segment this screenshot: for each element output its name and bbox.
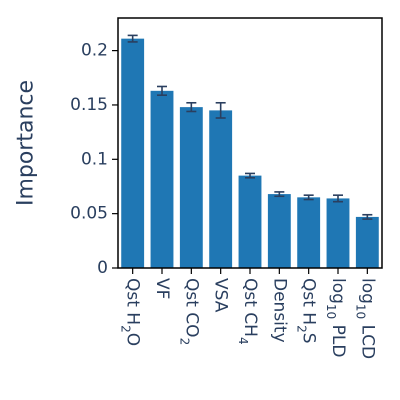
x-tick-label-text: Qst CH [240, 278, 260, 337]
error-bar [303, 194, 314, 201]
y-tick-label: 0.1 [81, 149, 108, 169]
bar [326, 198, 350, 268]
x-tick-label-text: VF [152, 278, 172, 299]
y-axis-title: Importance [14, 80, 39, 206]
y-tick-label: 0.2 [81, 41, 108, 61]
x-tick-label: Qst H2O [119, 278, 143, 346]
y-axis: 0 0.05 0.1 0.15 0.2 [70, 41, 118, 278]
x-tick-label-text: log [357, 278, 377, 304]
x-tick-label-subscript: 2 [119, 325, 133, 333]
bar [121, 38, 145, 268]
x-tick-label: Qst CH4 [236, 278, 260, 345]
bars-layer [121, 38, 379, 269]
x-tick-label-text: PLD [328, 319, 348, 357]
x-tick-label: Qst H2S [295, 278, 319, 344]
error-bar [274, 191, 285, 198]
bar [297, 197, 321, 268]
x-tick-label-subscript: 2 [177, 338, 191, 346]
x-tick-label: VF [152, 278, 172, 299]
error-bar [245, 172, 255, 179]
x-tick-label: log10 LCD [353, 278, 377, 359]
bar [209, 110, 233, 269]
error-bar [186, 101, 197, 113]
x-tick-label-text: VSA [211, 278, 231, 313]
x-tick-label: VSA [211, 278, 231, 313]
x-tick-label-text: S [299, 333, 319, 344]
x-tick-label: Qst CO2 [177, 278, 201, 345]
error-bar [215, 101, 226, 119]
x-tick-label-text: Qst H [299, 278, 319, 325]
y-tick-label: 0 [97, 258, 108, 278]
x-tick-label-text: O [123, 333, 143, 346]
x-tick-label: Density [269, 278, 289, 343]
x-tick-label-text: Qst CO [181, 278, 201, 338]
error-bar [127, 34, 138, 43]
y-tick-label: 0.05 [70, 204, 108, 224]
error-bar [157, 85, 167, 96]
x-tick-label-text: log [328, 278, 348, 304]
bar [238, 175, 262, 268]
x-tick-label-subscript: 4 [236, 337, 250, 345]
error-bar [362, 213, 373, 220]
x-tick-label: log10 PLD [324, 278, 348, 357]
x-tick-label-text: Density [269, 278, 289, 343]
x-tick-label-text: LCD [357, 319, 377, 359]
x-tick-label-subscript: 2 [295, 325, 309, 333]
x-tick-label-subscript: 10 [353, 304, 367, 319]
error-bar [333, 194, 343, 203]
y-tick-label: 0.15 [70, 95, 108, 115]
bar [355, 216, 379, 268]
x-tick-label-subscript: 10 [324, 304, 338, 319]
error-bars-layer [127, 34, 373, 220]
bar [150, 90, 174, 269]
bar [179, 107, 203, 268]
bar [267, 194, 291, 268]
x-tick-label-text: Qst H [123, 278, 143, 325]
